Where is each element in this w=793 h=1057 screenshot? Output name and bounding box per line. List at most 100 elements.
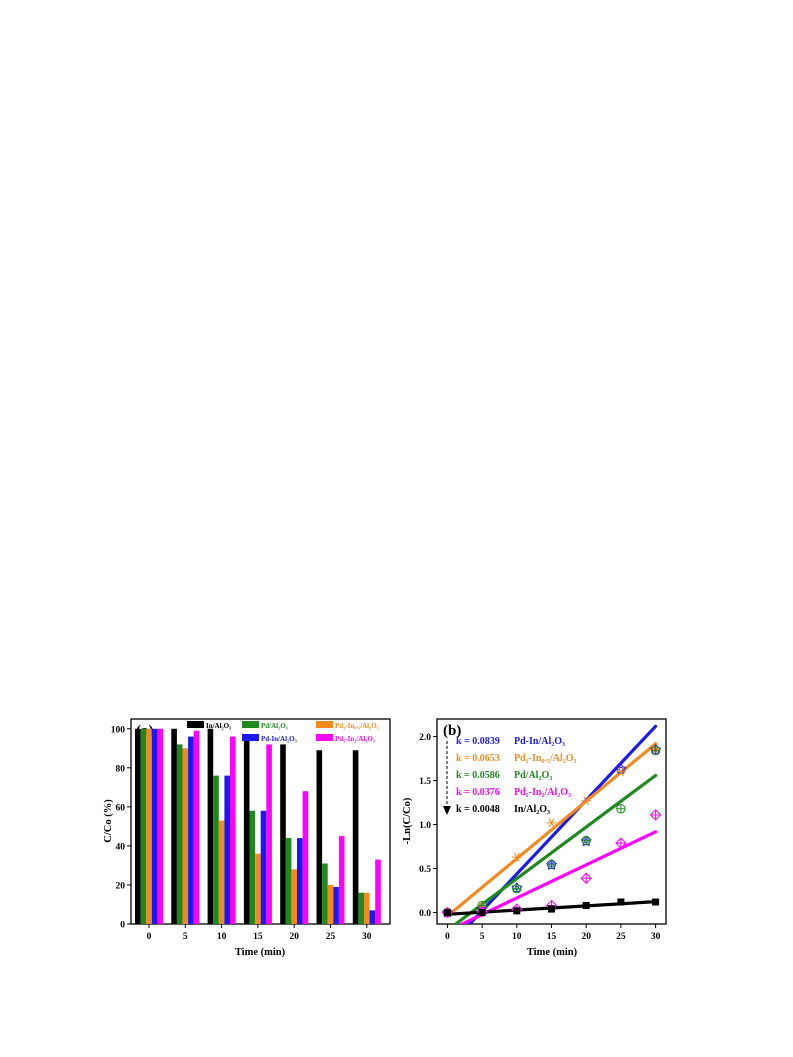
panel-a-bar [243,734,250,924]
panel-b-data-point [511,852,522,862]
panel-b-legend-k: k = 0.0048 [456,804,500,815]
panel-a-bar [193,730,200,924]
panel-b-legend-label: Pd/Al₂O₃ [514,770,552,781]
panel-a-x-tick-label: 15 [253,932,263,942]
panel-a-bar [266,744,272,924]
panel-b-data-point [580,872,592,884]
panel-b-fit-line [467,724,658,924]
panel-a-bar [224,775,230,924]
panel-b-data-point [650,745,661,756]
panel-a-bar [302,791,309,924]
panel-a-bar [297,838,303,924]
panel-b-x-tick-label: 25 [616,932,626,942]
panel-a-legend-label: Pd₁-In₀.₅/Al₂O₃ [335,722,379,730]
panel-b-y-tick-label: 2.0 [419,733,431,743]
panel-a-bar [369,910,376,924]
panel-b-x-tick-label: 15 [547,932,557,942]
panel-b-legend: k = 0.0839 Pd-In/Al₂O₃ k = 0.0653 Pd₁-In₀.₅… [443,736,577,815]
panel-a-bar [140,728,147,924]
panel-b-legend-label: Pd₁-In₂/Al₂O₃ [514,787,571,798]
panel-b-x-tick-label: 10 [512,932,522,942]
panel-b-data-point [546,818,557,828]
panel-b-x-tick-label: 20 [581,932,591,942]
panel-a-y-tick-label: 80 [116,764,126,774]
panel-a-bar [171,728,177,924]
panel-a-legend-swatch [316,721,333,728]
panel-a-bar [249,810,256,924]
panel-b-x-axis-title: Time (min) [527,947,578,958]
panel-a-legend-label: Pd-In/Al₂O₃ [261,735,297,743]
panel-a-bar [176,744,183,924]
panel-a-bar [213,775,219,924]
panel-a-bar [218,820,225,924]
panel-b-y-axis-title: -Ln(C/Co) [402,797,413,844]
panel-a-bar [146,728,152,924]
panel-a-bar [230,736,236,924]
panel-b-y-tick-label: 1.0 [419,821,431,831]
panel-a-bar [338,836,345,924]
panel-a-bar [333,886,339,924]
panel-a-y-tick-label: 0 [120,921,125,931]
panel-a-bar [188,736,194,924]
panel-b-data-point [478,909,486,917]
panel-a-bar [352,750,359,924]
panel-a-bar [255,853,261,924]
panel-b-data-point [546,859,557,869]
panel-b-y-tick-label: 1.5 [419,777,431,787]
panel-b-x-tick-label: 0 [445,932,450,942]
panel-a-legend-swatch [187,721,204,728]
panel-a-bars [135,728,381,924]
panel-a-bar [316,750,323,924]
panel-a-bar [322,863,328,924]
panel-a-y-tick-label: 20 [116,881,126,891]
panel-b-legend-k: k = 0.0839 [456,736,500,747]
panel-b-legend-k: k = 0.0653 [456,753,500,764]
panel-a-x-tick-label: 30 [362,932,372,942]
panel-b-legend-label: In/Al₂O₃ [514,804,550,815]
panel-b-y-tick-label: 0.5 [419,865,431,875]
panel-a-bar [291,869,297,924]
panel-a-bar [207,728,214,924]
panel-a-legend-swatch [242,734,259,741]
panel-a-legend-label: Pd₁-In₂/Al₂O₃ [335,735,375,743]
panel-b: (b) Time (min) -Ln(C/Co) 0 5 10 15 20 25 30 0.0… [402,718,667,958]
panel-a-x-tick-label: 10 [217,932,227,942]
panel-b-x-tick-label: 30 [651,932,661,942]
panel-a-bar [157,728,163,924]
panel-a: (a) Time (min) C/Co (%) 0204060801000510… [103,718,391,958]
panel-a-bar [182,748,189,924]
panel-a-legend-swatch [242,721,259,728]
panel-b-data-point [615,837,627,849]
panel-b-data-point [652,898,660,906]
panel-b-data-point [513,907,521,915]
panel-b-data-point [581,835,591,846]
panel-b-y-tick-label: 0.0 [419,909,431,919]
panel-b-x-tick-label: 5 [480,932,485,942]
panel-b-data-point [616,804,626,814]
panel-a-axes: 0 20 40 60 80 100 0 5 10 15 20 25 30 [111,725,372,942]
panel-a-x-tick-label: 5 [183,932,188,942]
panel-a-y-tick-label: 40 [116,842,126,852]
panel-b-label: (b) [443,723,461,739]
panel-a-x-tick-label: 20 [289,932,299,942]
panel-b-legend-k: k = 0.0376 [456,787,500,798]
panel-a-x-tick-label: 25 [326,932,336,942]
panel-b-points [441,743,662,919]
panel-a-y-tick-label: 60 [116,803,126,813]
panel-b-legend-label: Pd-In/Al₂O₃ [514,736,565,747]
panel-b-legend-label: Pd₁-In₀.₅/Al₂O₃ [514,753,577,764]
panel-b-axes: 0 5 10 15 20 25 30 0.0 0.5 1.0 1.5 2.0 [419,733,660,942]
panel-a-bar [364,892,370,924]
panel-b-data-point [649,809,662,821]
panel-a-bar [135,728,141,924]
panel-a-legend-swatch [316,734,333,741]
panel-b-trend-arrow-head [443,806,451,815]
panel-a-bar [260,810,267,924]
panel-a-bar [375,859,381,924]
panel-b-data-point [443,909,451,917]
panel-b-data-point [615,767,626,777]
panel-b-data-point [582,902,590,910]
panel-a-bar [327,884,334,924]
panel-a-x-axis-title: Time (min) [235,947,286,958]
